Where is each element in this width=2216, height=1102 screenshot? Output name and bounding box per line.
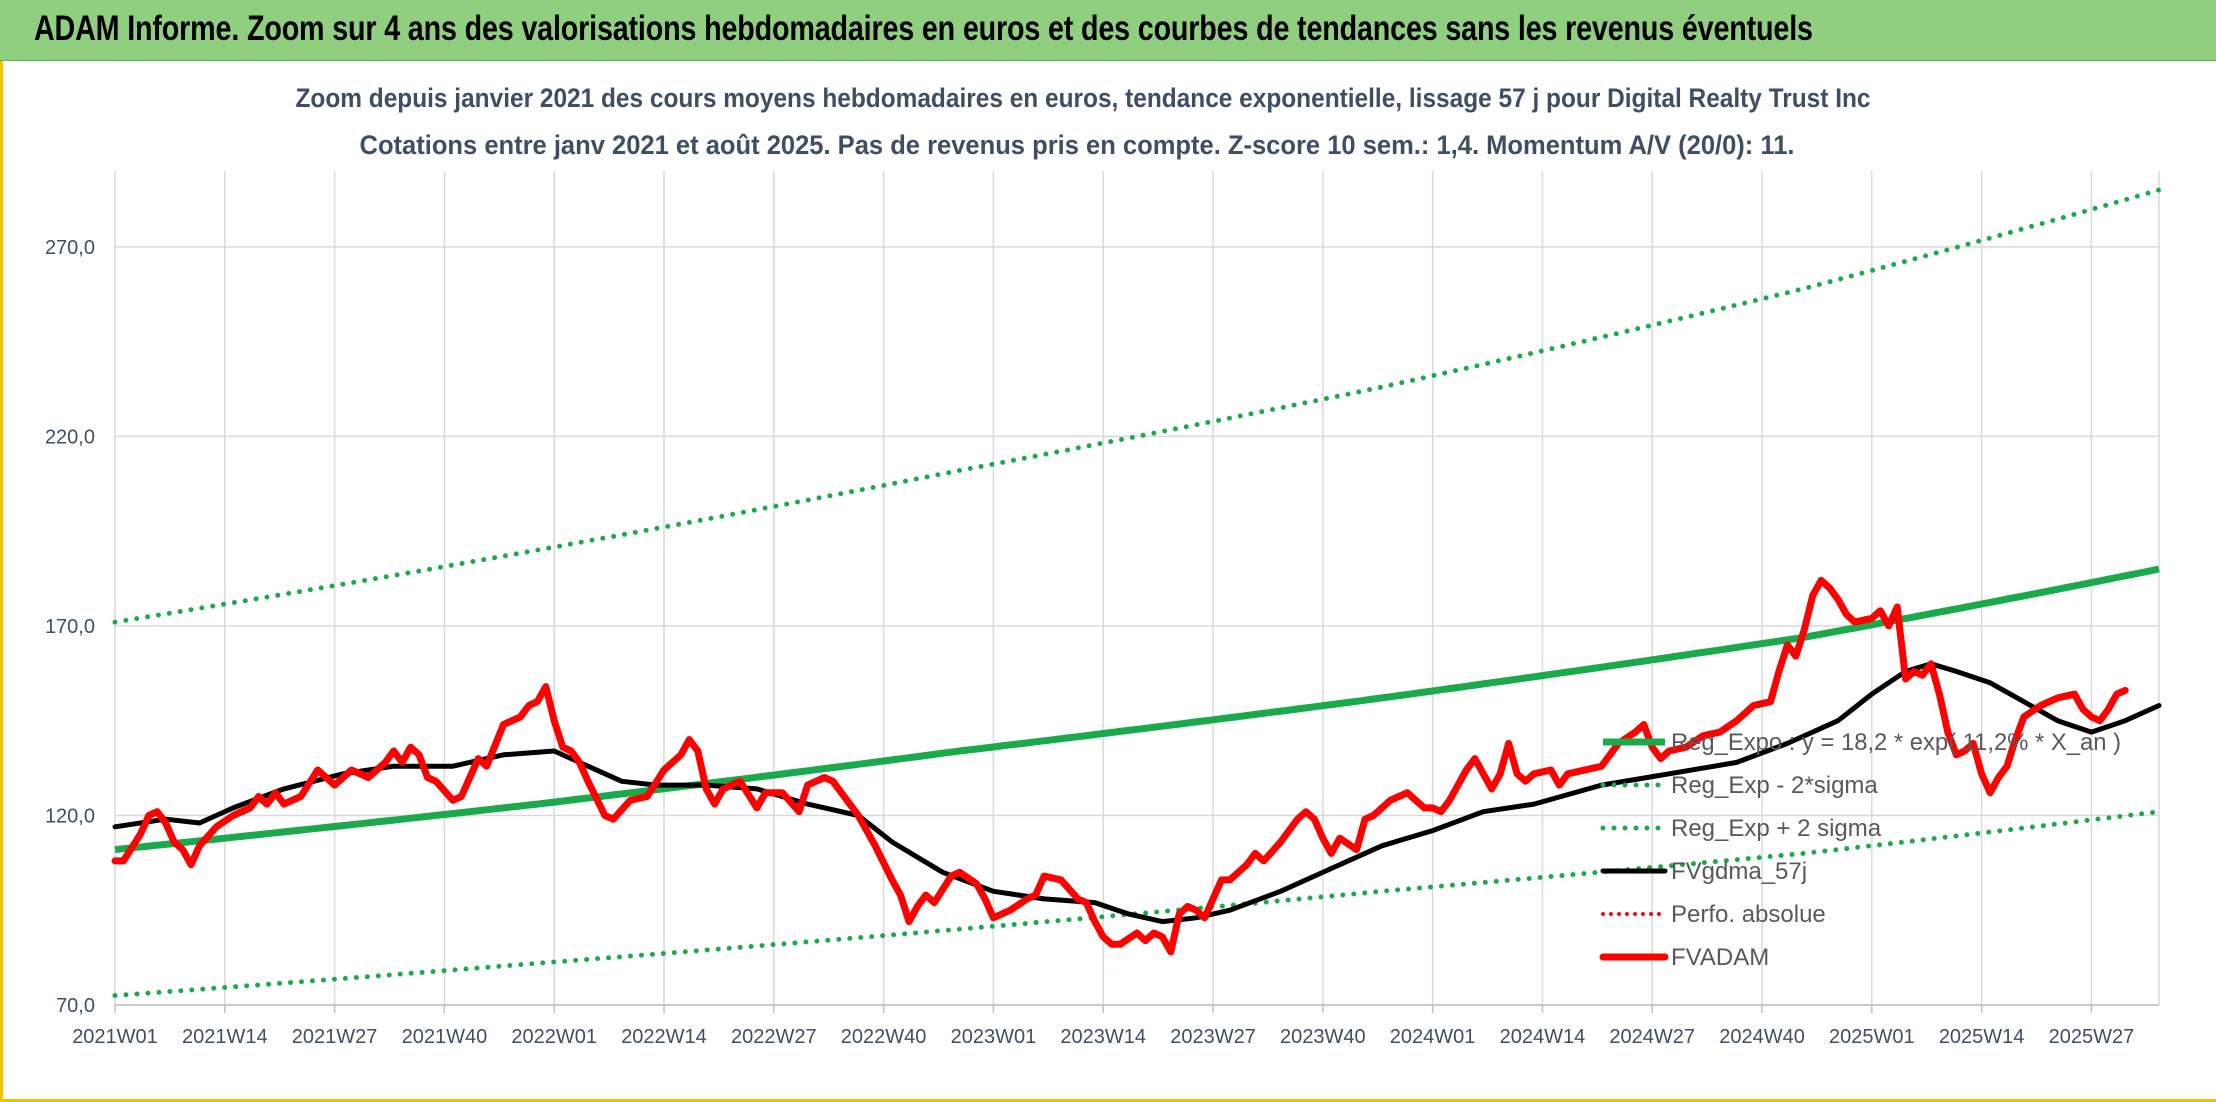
x-tick-label: 2023W14 [1060,1026,1146,1048]
x-axis-ticks: 2021W01 2021W14 2021W27 2021W40 2022W01 2022W… [72,1026,2134,1048]
chart-frame: Zoom depuis janvier 2021 des cours moyen… [0,61,2216,1102]
y-tick-label: 270,0 [45,237,95,259]
x-tick-label: 2023W40 [1280,1026,1366,1048]
x-tick-label: 2024W01 [1390,1026,1476,1048]
series-reg-expo [114,565,2160,854]
series-reg-exp-plus-2sigma [112,187,2162,625]
x-tick-label: 2021W27 [292,1026,378,1048]
y-tick-label: 70,0 [56,995,95,1017]
banner-title: ADAM Informe. Zoom sur 4 ans des valoris… [34,9,1813,48]
legend-label: FVgdma_57j [1671,858,1807,885]
legend-label: FVADAM [1671,944,1769,971]
series-fvadam [111,576,2129,956]
legend-label: Reg_Exp - 2*sigma [1671,772,1878,799]
y-axis-ticks: 70,0 120,0 170,0 220,0 270,0 [45,237,95,1017]
x-tick-label: 2021W14 [182,1026,268,1048]
x-tick-label: 2023W27 [1170,1026,1256,1048]
x-tick-label: 2022W40 [841,1026,927,1048]
x-tick-label: 2024W27 [1609,1026,1695,1048]
x-tick-label: 2024W40 [1719,1026,1805,1048]
x-tick-label: 2025W14 [1939,1026,2025,1048]
y-tick-label: 170,0 [45,616,95,638]
x-tick-label: 2023W01 [951,1026,1037,1048]
x-tick-label: 2021W01 [72,1026,158,1048]
legend-label: Perfo. absolue [1671,901,1826,928]
x-tick-label: 2022W14 [621,1026,707,1048]
chart-subtitle-line-1: Zoom depuis janvier 2021 des cours moyen… [296,83,1871,113]
x-tick-label: 2024W14 [1500,1026,1586,1048]
x-tick-label: 2022W01 [511,1026,597,1048]
x-tick-label: 2022W27 [731,1026,817,1048]
y-tick-label: 220,0 [45,426,95,448]
chart-canvas: Zoom depuis janvier 2021 des cours moyen… [45,83,2162,1048]
x-tick-label: 2021W40 [402,1026,488,1048]
y-tick-label: 120,0 [45,805,95,827]
chart-subtitle-line-2: Cotations entre janv 2021 et août 2025. … [360,130,1795,160]
legend: Reg_Expo : y = 18,2 * exp( 11,2% * X_an … [1599,729,2121,971]
legend-label: Reg_Exp + 2 sigma [1671,815,1882,842]
header-banner: ADAM Informe. Zoom sur 4 ans des valoris… [0,0,2216,61]
x-tick-label: 2025W27 [2049,1026,2135,1048]
legend-label: Reg_Expo : y = 18,2 * exp( 11,2% * X_an … [1671,729,2121,756]
series-layer [111,187,2162,998]
gridlines [114,171,2160,1013]
x-tick-label: 2025W01 [1829,1026,1915,1048]
